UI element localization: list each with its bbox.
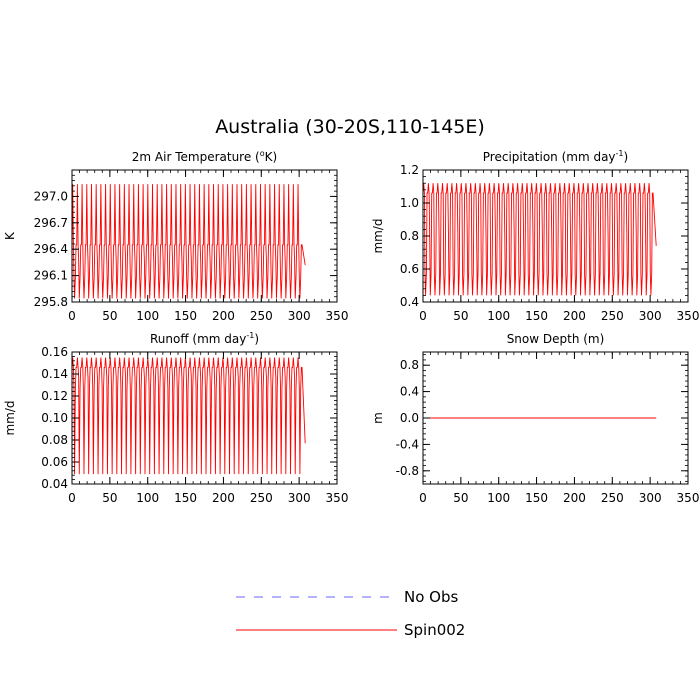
panel-title-text: 2m Air Temperature (	[132, 150, 260, 164]
panel-title: Runoff (mm day-1)	[150, 331, 259, 346]
x-tick-label: 350	[677, 491, 700, 505]
x-tick-label: 200	[212, 491, 235, 505]
figure-title: Australia (30-20S,110-145E)	[215, 116, 485, 138]
x-tick-label: 100	[487, 491, 510, 505]
panel-title-superscript: -1	[246, 331, 254, 340]
x-tick-label: 150	[525, 491, 548, 505]
y-tick-label: 0.4	[400, 385, 419, 399]
x-tick-label: 150	[174, 491, 197, 505]
x-tick-label: 0	[419, 309, 427, 323]
chart-panels: 2m Air Temperature (oK)0 50 100 150 200 250 30…	[3, 149, 699, 505]
x-tick-label: 200	[563, 309, 586, 323]
x-tick-label: 200	[563, 491, 586, 505]
y-tick-label: 0.16	[41, 345, 68, 359]
y-tick-label: 0.14	[41, 367, 68, 381]
legend: No Obs Spin002	[236, 588, 465, 639]
series-line-spin002	[72, 184, 306, 299]
x-tick-label: 0	[68, 309, 76, 323]
x-tick-label: 350	[677, 309, 700, 323]
plot-frame	[71, 169, 338, 303]
y-tick-label: 1.0	[400, 196, 419, 210]
x-tick-label: 250	[601, 309, 624, 323]
y-tick-label: 297.0	[34, 189, 68, 203]
panel-title-text: Precipitation (mm day	[483, 150, 616, 164]
panel-title-end: )	[254, 332, 259, 346]
legend-entry-spin002: Spin002	[236, 621, 465, 639]
panel-title-superscript: -1	[616, 149, 624, 158]
y-tick-label: 0.8	[400, 358, 419, 372]
x-tick-label: 250	[601, 491, 624, 505]
y-tick-label: 0.08	[41, 433, 68, 447]
legend-entry-no-obs: No Obs	[236, 588, 458, 606]
y-axis-label: K	[3, 231, 17, 240]
chart-panel-3: Runoff (mm day-1) 0 50 100 150 200 250 300 350 0.…	[3, 331, 348, 505]
x-tick-label: 150	[174, 309, 197, 323]
x-tick-label: 100	[136, 309, 159, 323]
y-tick-label: 0.06	[41, 455, 68, 469]
x-tick-label: 300	[639, 309, 662, 323]
y-tick-label: 1.2	[400, 163, 419, 177]
y-tick-label: 0.04	[41, 477, 68, 491]
series-line-spin002	[72, 357, 306, 475]
series-line-spin002	[423, 183, 657, 296]
panel-title: Precipitation (mm day-1)	[483, 149, 628, 164]
x-tick-label: 50	[453, 309, 468, 323]
y-tick-label: 296.7	[34, 216, 68, 230]
x-tick-label: 150	[525, 309, 548, 323]
x-tick-label: 100	[487, 309, 510, 323]
x-tick-label: 250	[250, 309, 273, 323]
x-tick-label: 200	[212, 309, 235, 323]
x-tick-label: 100	[136, 491, 159, 505]
chart-panel-1: 2m Air Temperature (oK) 0 50 100 150 200 250 30…	[3, 149, 348, 323]
legend-label: No Obs	[404, 588, 458, 606]
panel-title-text: Runoff (mm day	[150, 332, 246, 346]
y-tick-label: 0.8	[400, 229, 419, 243]
panel-title-end: K)	[265, 150, 278, 164]
x-tick-label: 350	[326, 491, 349, 505]
y-tick-label: 0.12	[41, 389, 68, 403]
chart-panel-2: Precipitation (mm day-1) 0 50 100 150 200 250 3…	[371, 149, 699, 323]
y-axis-label: mm/d	[3, 400, 17, 435]
x-tick-label: 50	[453, 491, 468, 505]
y-tick-label: 0.0	[400, 411, 419, 425]
x-tick-label: 300	[288, 491, 311, 505]
y-tick-label: 0.10	[41, 411, 68, 425]
panel-title-superscript: o	[260, 149, 265, 158]
x-tick-label: 50	[102, 309, 117, 323]
panel-title: 2m Air Temperature (oK)	[132, 149, 277, 164]
y-tick-label: 296.4	[34, 242, 68, 256]
y-tick-label: 295.8	[34, 295, 68, 309]
panel-title-end: )	[624, 150, 629, 164]
x-tick-label: 50	[102, 491, 117, 505]
x-tick-label: 0	[419, 491, 427, 505]
y-tick-label: 0.6	[400, 262, 419, 276]
chart-panel-4: Snow Depth (m) 0 50 100 150 200 250 300 350 -0.8 -…	[371, 332, 699, 505]
y-axis-label: m	[371, 412, 385, 424]
y-tick-label: 296.1	[34, 269, 68, 283]
panel-title-text: Snow Depth (m)	[507, 332, 605, 346]
y-tick-label: -0.8	[396, 464, 419, 478]
x-tick-label: 300	[288, 309, 311, 323]
x-tick-label: 0	[68, 491, 76, 505]
x-tick-label: 250	[250, 491, 273, 505]
legend-label: Spin002	[404, 621, 465, 639]
y-tick-label: -0.4	[396, 437, 419, 451]
y-axis-label: mm/d	[371, 218, 385, 253]
x-tick-label: 300	[639, 491, 662, 505]
y-tick-label: 0.4	[400, 295, 419, 309]
x-tick-label: 350	[326, 309, 349, 323]
panel-title: Snow Depth (m)	[507, 332, 605, 346]
